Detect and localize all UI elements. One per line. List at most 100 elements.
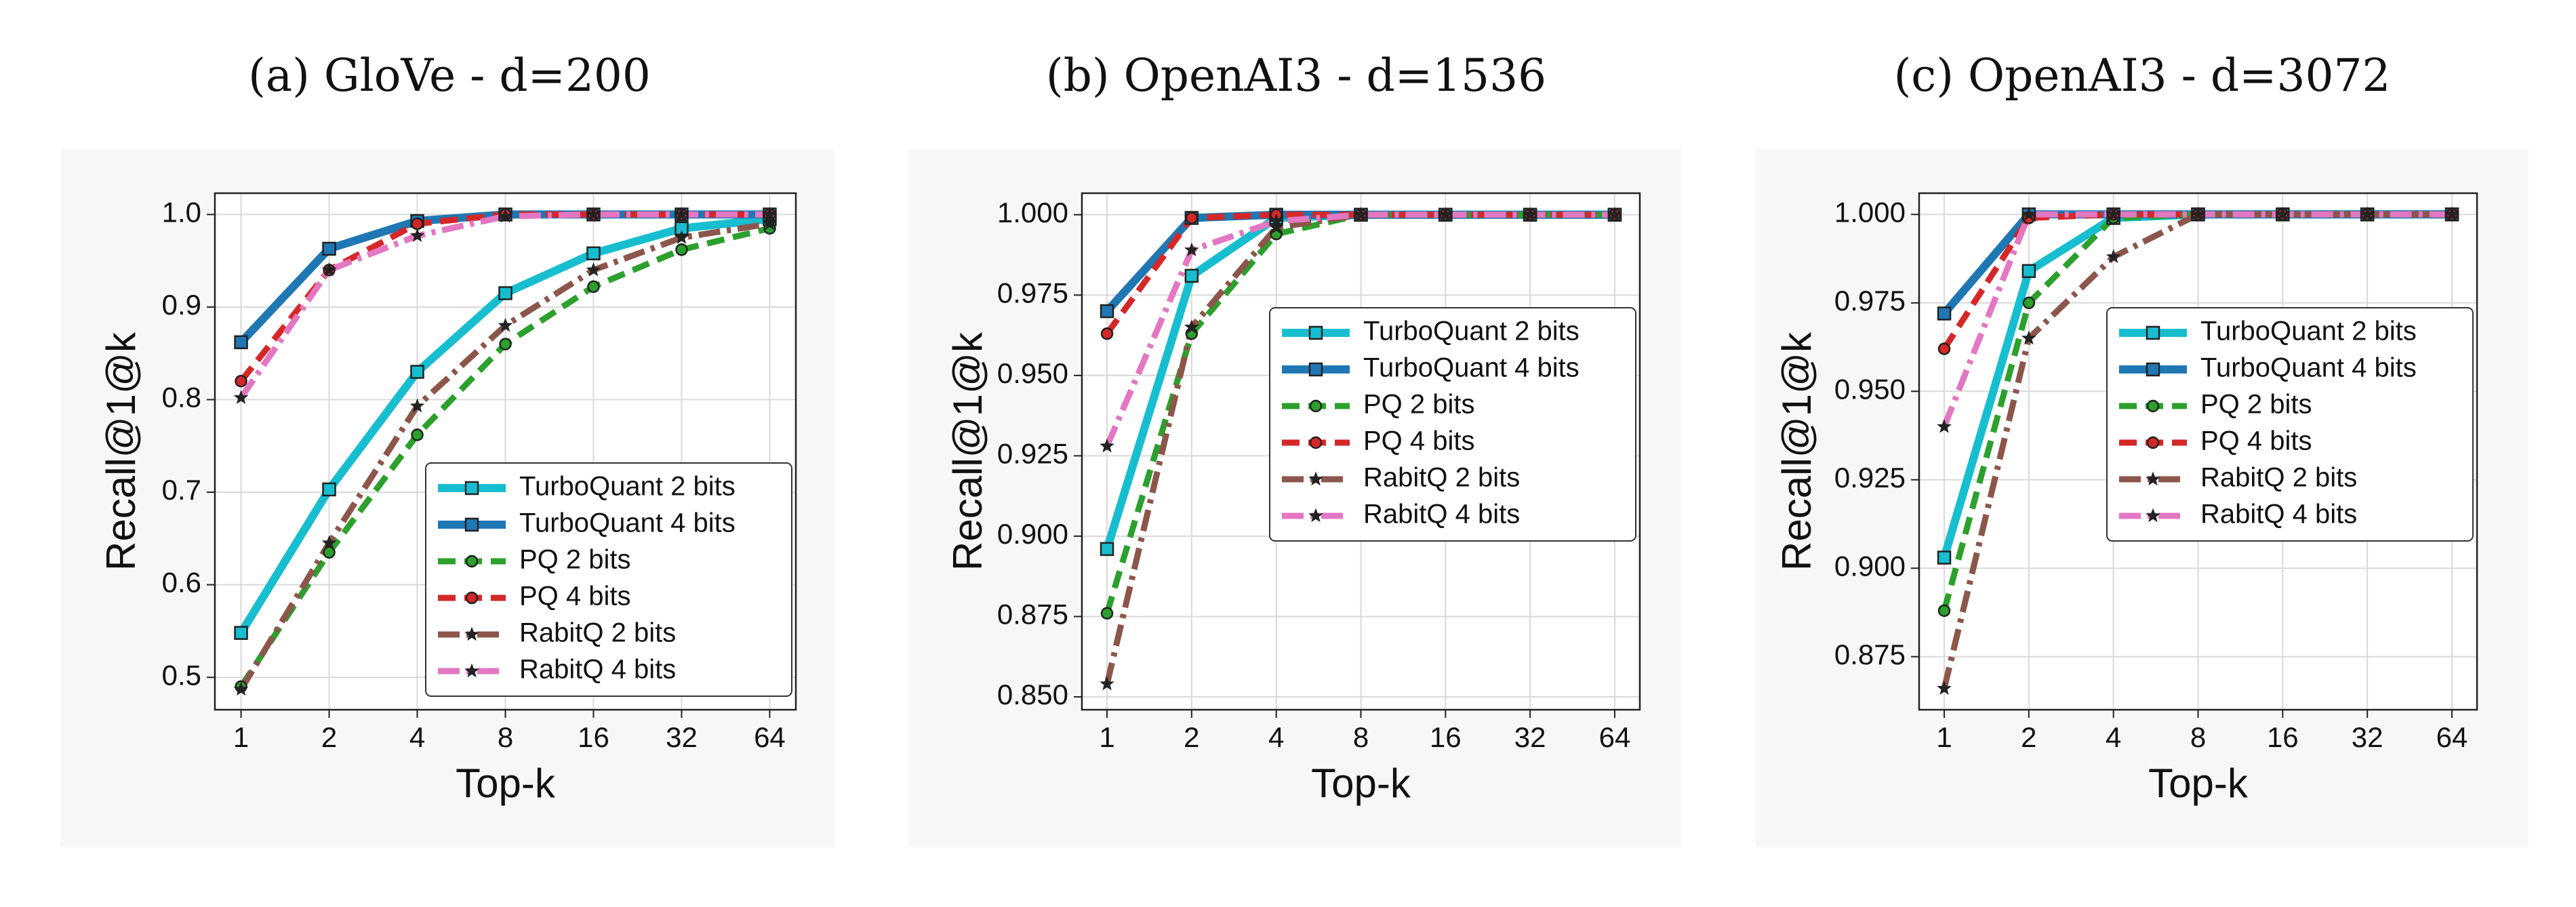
x-tick-label: 4 [2106, 721, 2121, 753]
x-tick-label: 16 [1430, 721, 1462, 753]
data-point [2021, 206, 2036, 221]
y-tick-label: 0.850 [997, 679, 1068, 710]
legend-marker [465, 555, 479, 568]
legend-marker [1308, 362, 1323, 377]
data-point [235, 374, 247, 388]
data-point [2022, 296, 2036, 310]
data-point [1100, 607, 1114, 620]
legend-label: RabitQ 2 bits [2200, 463, 2357, 493]
data-point [1937, 306, 1952, 321]
data-point [1184, 319, 1199, 334]
data-point [409, 398, 425, 413]
data-point [1523, 207, 1538, 222]
data-point [2021, 330, 2036, 345]
y-tick-label: 0.900 [1834, 550, 1906, 582]
data-point [586, 262, 601, 277]
y-tick-label: 0.8 [162, 382, 201, 414]
data-point [233, 681, 249, 696]
data-point [2021, 264, 2036, 279]
y-tick-label: 0.9 [162, 289, 201, 321]
x-axis-label: Top-k [2148, 761, 2249, 806]
data-point [1937, 550, 1952, 565]
legend-marker [464, 481, 479, 496]
x-tick-label: 2 [2021, 721, 2036, 753]
data-point [2190, 206, 2206, 221]
data-point [762, 206, 778, 221]
data-point [234, 626, 248, 640]
legend-label: PQ 2 bits [2200, 390, 2312, 420]
data-point [1353, 207, 1369, 222]
data-point [322, 241, 336, 256]
data-point [322, 482, 336, 497]
y-tick-label: 0.975 [997, 277, 1068, 308]
legend-label: PQ 4 bits [1363, 426, 1475, 456]
legend-label: TurboQuant 2 bits [2200, 317, 2417, 346]
data-point [411, 217, 424, 230]
data-point [1268, 213, 1284, 228]
x-tick-label: 64 [754, 721, 786, 753]
chart-title: (a) GloVe - d=200 [248, 49, 651, 102]
x-tick-label: 64 [2436, 721, 2468, 753]
data-point [2106, 249, 2121, 264]
y-tick-label: 0.5 [162, 659, 201, 691]
data-point [234, 335, 248, 350]
legend-marker [2146, 436, 2160, 449]
y-tick-label: 1.000 [997, 197, 1068, 228]
data-point [1937, 342, 1951, 355]
y-tick-label: 0.925 [997, 437, 1068, 469]
data-point [674, 230, 689, 244]
legend-box [2106, 307, 2474, 542]
legend-label: RabitQ 4 bits [519, 655, 676, 685]
legend-marker [464, 517, 479, 532]
data-point [498, 208, 513, 223]
x-tick-label: 32 [2352, 721, 2383, 753]
plot-frame [1081, 192, 1641, 711]
legend-marker [1308, 508, 1323, 523]
legend-label: PQ 4 bits [2200, 426, 2312, 456]
legend-box [425, 462, 792, 697]
y-tick-label: 0.7 [162, 474, 201, 506]
legend-marker [1309, 436, 1323, 449]
data-point [321, 535, 337, 550]
legend-label: TurboQuant 4 bits [519, 508, 736, 538]
x-tick-label: 32 [666, 721, 698, 753]
data-point [675, 243, 688, 256]
data-point [1937, 604, 1951, 618]
x-tick-label: 1 [233, 721, 249, 753]
legend-label: TurboQuant 4 bits [1363, 353, 1579, 383]
data-point [1937, 419, 1952, 433]
legend-marker [2146, 325, 2160, 340]
data-point [321, 262, 337, 277]
y-axis-label: Recall@1@k [945, 331, 990, 571]
legend-marker [1308, 325, 1323, 340]
data-point [499, 338, 512, 350]
data-point [586, 206, 601, 221]
y-tick-label: 1.0 [162, 197, 201, 228]
y-tick-label: 0.975 [1834, 285, 1906, 317]
data-point [409, 228, 425, 243]
legend-box [1269, 307, 1636, 542]
data-point [498, 317, 513, 332]
x-tick-label: 2 [321, 721, 337, 753]
legend-label: TurboQuant 4 bits [2200, 353, 2417, 383]
y-tick-label: 0.900 [997, 518, 1068, 550]
data-point [1100, 676, 1114, 691]
legend-label: RabitQ 2 bits [1363, 463, 1520, 493]
plot-frame [1918, 192, 2478, 711]
y-tick-label: 0.875 [1834, 639, 1906, 670]
legend-label: RabitQ 2 bits [519, 618, 676, 648]
x-tick-label: 4 [409, 721, 425, 753]
data-point [1937, 681, 1952, 695]
legend-marker [2146, 471, 2160, 486]
x-tick-label: 8 [1353, 721, 1369, 753]
chart-title: (c) OpenAI3 - d=3072 [1894, 49, 2391, 102]
data-point [1100, 438, 1114, 453]
data-point [586, 246, 601, 261]
legend-marker [2146, 508, 2160, 523]
y-tick-label: 0.875 [997, 599, 1068, 630]
x-tick-label: 16 [2267, 721, 2299, 753]
y-tick-label: 0.950 [1834, 373, 1906, 405]
data-point [1268, 220, 1284, 234]
legend-marker [464, 626, 479, 641]
